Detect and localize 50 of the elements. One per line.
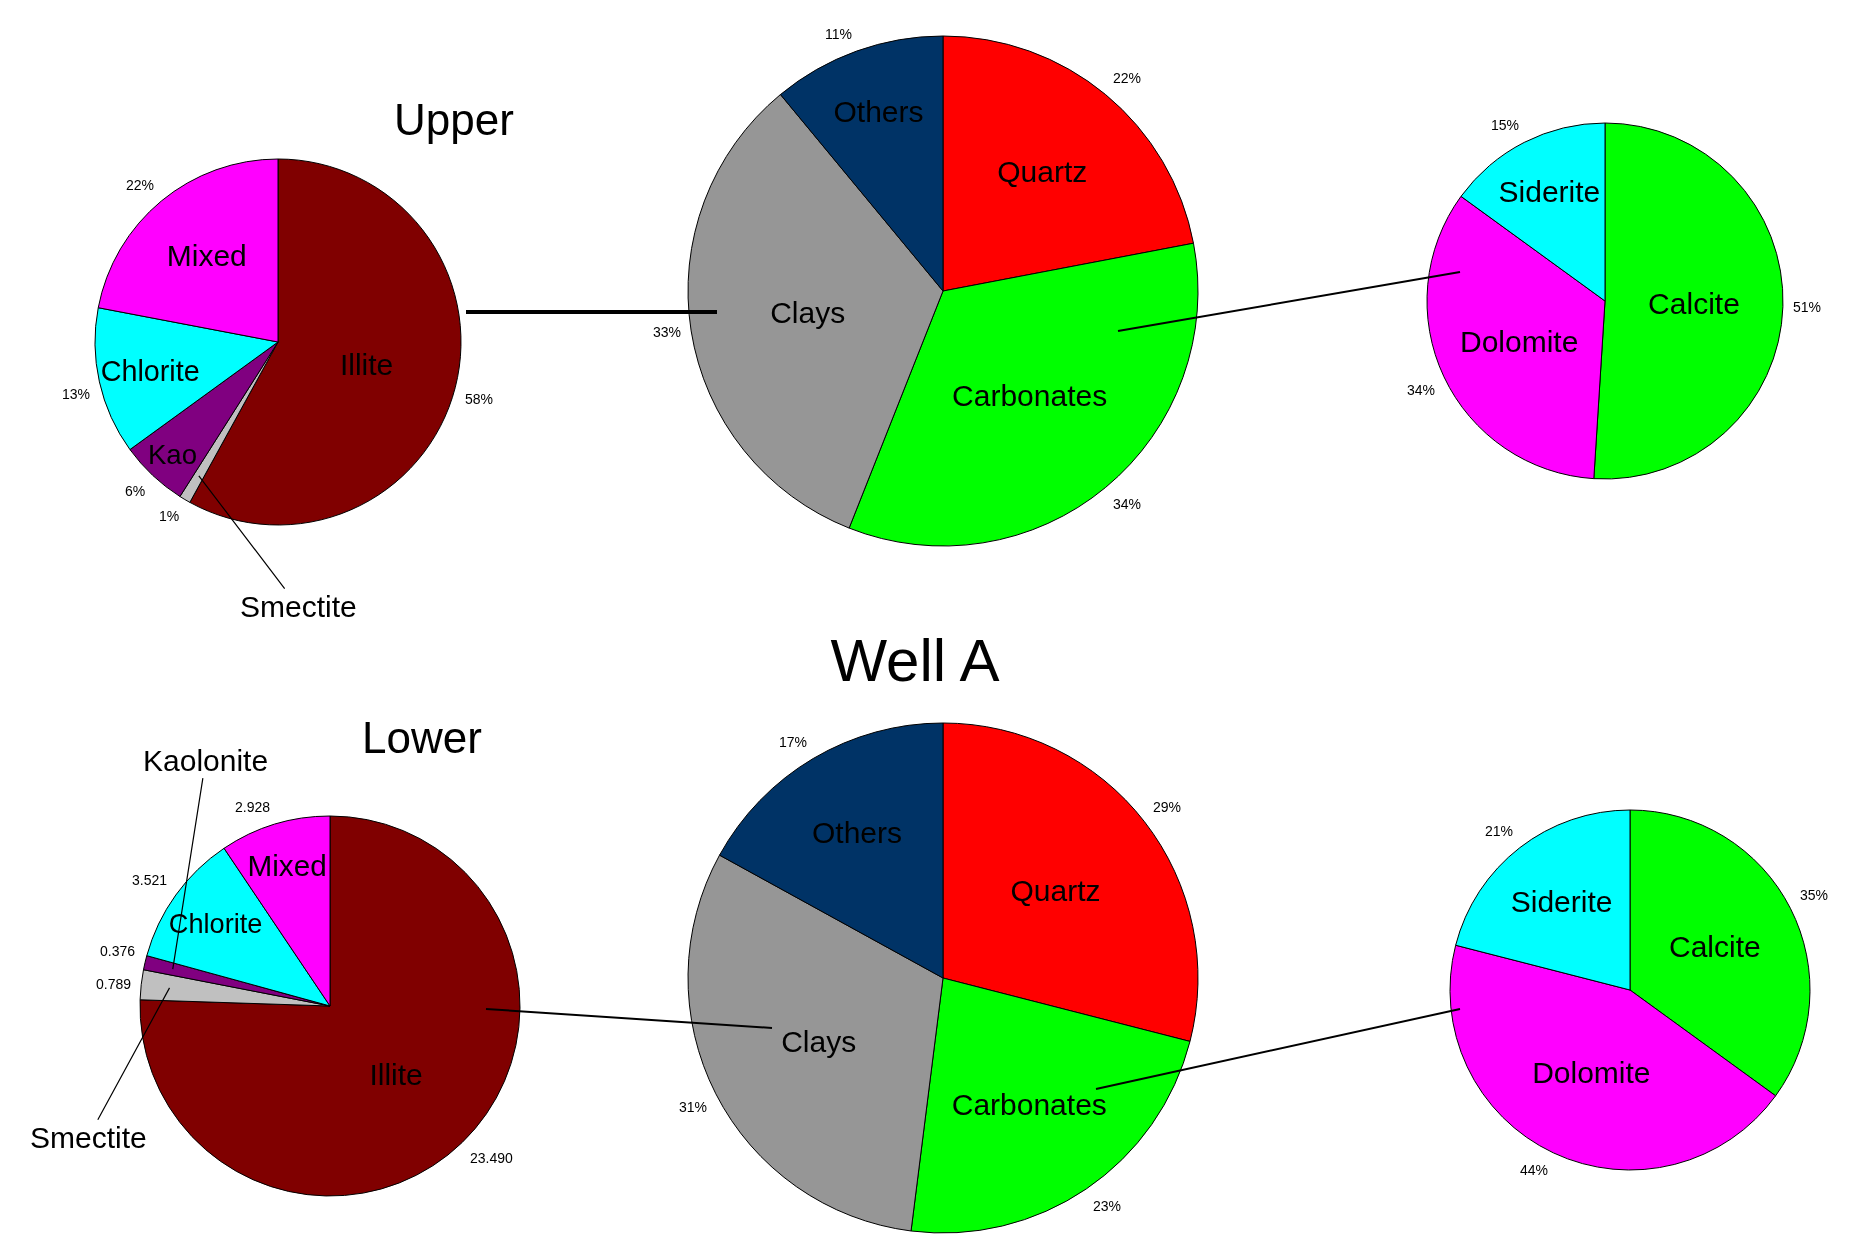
slice-label: Smectite bbox=[30, 1121, 147, 1154]
slice-label: Clays bbox=[770, 295, 846, 329]
slice-label: Kaolonite bbox=[143, 744, 269, 777]
chart-title: Upper bbox=[394, 95, 514, 145]
slice-label: Siderite bbox=[1510, 885, 1613, 919]
slice-label: Smectite bbox=[240, 590, 357, 623]
slice-label: Quartz bbox=[1010, 874, 1101, 908]
slice-label: Kao bbox=[147, 439, 198, 471]
data-label: 11% bbox=[825, 26, 852, 42]
data-label: 33% bbox=[653, 324, 682, 340]
data-label: 29% bbox=[1153, 799, 1182, 815]
data-label: 13% bbox=[62, 386, 91, 402]
data-label: 3.521 bbox=[132, 872, 168, 888]
slice-label: Mixed bbox=[166, 239, 247, 273]
data-label: 22% bbox=[1113, 70, 1142, 86]
data-label: 17% bbox=[779, 734, 808, 750]
slice-label: Siderite bbox=[1498, 175, 1601, 209]
data-label: 44% bbox=[1520, 1162, 1549, 1178]
data-label: 58% bbox=[465, 391, 494, 407]
data-label: 0.376 bbox=[100, 943, 136, 959]
data-label: 31% bbox=[679, 1099, 708, 1115]
slice-label: Carbonates bbox=[952, 379, 1108, 413]
data-label: 34% bbox=[1113, 496, 1142, 512]
data-label: 23% bbox=[1093, 1198, 1122, 1214]
slice-label: Carbonates bbox=[951, 1088, 1107, 1122]
slice-label: Illite bbox=[369, 1057, 423, 1091]
slice-label: Illite bbox=[339, 348, 394, 382]
slice-label: Others bbox=[833, 95, 924, 129]
data-label: 34% bbox=[1407, 382, 1436, 398]
data-label: 1% bbox=[159, 508, 180, 524]
slice-label: Dolomite bbox=[1459, 324, 1579, 358]
slice-label: Calcite bbox=[1648, 287, 1740, 321]
data-label: 2.928 bbox=[235, 799, 271, 815]
slice-label: Chlorite bbox=[100, 354, 200, 387]
slice-label: Dolomite bbox=[1532, 1055, 1651, 1089]
data-label: 35% bbox=[1800, 887, 1829, 903]
slice-label: Calcite bbox=[1668, 930, 1761, 964]
chart-title: Lower bbox=[362, 713, 482, 763]
data-label: 0.789 bbox=[96, 976, 132, 992]
slice-label: Quartz bbox=[997, 154, 1088, 188]
slice-label: Mixed bbox=[247, 848, 327, 882]
data-label: 6% bbox=[125, 483, 146, 499]
slice-label: Others bbox=[811, 816, 902, 850]
data-label: 51% bbox=[1793, 299, 1822, 315]
chart-title: Well A bbox=[830, 627, 1000, 694]
slice-label: Clays bbox=[781, 1024, 857, 1058]
data-label: 22% bbox=[126, 177, 155, 193]
data-label: 23.490 bbox=[470, 1150, 514, 1166]
data-label: 21% bbox=[1485, 823, 1514, 839]
data-label: 15% bbox=[1491, 117, 1520, 133]
